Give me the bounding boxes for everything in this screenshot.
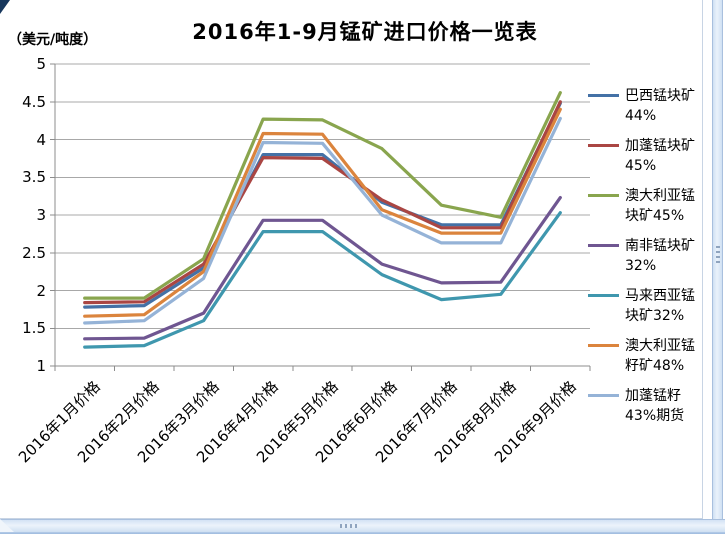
legend-label-line: 澳大利亚锰: [625, 188, 695, 204]
legend-label-line: 澳大利亚锰: [625, 338, 695, 354]
legend-line-swatch: [588, 244, 619, 247]
legend-item-gabon-lump-45: 加蓬锰块矿 45%: [588, 136, 724, 176]
legend-label-line: 44%: [625, 108, 657, 124]
legend-label: 马来西亚锰块矿32%: [625, 286, 695, 326]
legend-line-swatch: [588, 144, 619, 147]
legend-line-swatch: [588, 294, 619, 297]
legend: 巴西锰块矿 44% 加蓬锰块矿 45% 澳大利亚锰 块矿45% 南非锰块矿 32% 马来西亚锰块…: [588, 86, 724, 436]
horizontal-scrollbar[interactable]: [0, 519, 725, 532]
legend-label-line: 43%期货: [625, 408, 685, 424]
y-tick-label: 4.5: [22, 92, 46, 111]
y-tick-label: 5: [36, 55, 46, 73]
y-tick-label: 3: [36, 206, 46, 224]
legend-label: 澳大利亚锰块矿45%: [625, 186, 695, 226]
series-line-australia-lump-45: [83, 91, 562, 300]
legend-line-swatch: [588, 344, 619, 347]
series-line-gabon-lump-45: [83, 100, 562, 305]
legend-label: 巴西锰块矿 44%: [625, 86, 695, 126]
legend-item-gabon-fines-43-futures: 加蓬锰籽 43%期货: [588, 386, 724, 426]
legend-label-line: 块矿32%: [625, 308, 685, 324]
grip-dots-vertical-icon[interactable]: [716, 246, 720, 266]
chart-plot-svg: [50, 63, 591, 371]
legend-label-line: 籽矿48%: [625, 358, 685, 374]
legend-label-line: 45%: [625, 158, 657, 174]
legend-label-line: 南非锰块矿: [625, 238, 695, 254]
y-tick-label: 4: [36, 130, 46, 149]
legend-line-swatch: [588, 194, 619, 197]
legend-item-south-africa-lump-32: 南非锰块矿 32%: [588, 236, 724, 276]
legend-label-line: 加蓬锰籽: [625, 388, 681, 404]
chart: （美元/吨度） 2016年1-9月锰矿进口价格一览表 5 4.5 4 3.5 3 2.5 2…: [0, 0, 703, 519]
window-bottom-edge: [0, 532, 725, 534]
y-tick-label: 2.5: [22, 243, 46, 262]
series-line-malaysia-lump-32: [83, 211, 562, 349]
series-line-brazil-lump-44: [83, 101, 562, 309]
legend-label-line: 加蓬锰块矿: [625, 138, 695, 154]
grip-dots-horizontal-icon[interactable]: [340, 524, 357, 528]
y-tick-label: 1.5: [22, 319, 46, 338]
series-line-gabon-fines-43-futures: [83, 116, 562, 325]
legend-label-line: 32%: [625, 258, 657, 274]
legend-label: 加蓬锰块矿 45%: [625, 136, 695, 176]
scrollbar-end-triangle: [0, 519, 14, 532]
y-axis-unit-label: （美元/吨度）: [8, 32, 98, 48]
y-tick-label: 2: [36, 281, 46, 300]
legend-label: 澳大利亚锰籽矿48%: [625, 336, 695, 376]
legend-item-malaysia-lump-32: 马来西亚锰块矿32%: [588, 286, 724, 326]
series-line-australia-fines-48: [83, 107, 562, 318]
legend-item-australia-fines-48: 澳大利亚锰籽矿48%: [588, 336, 724, 376]
legend-label: 加蓬锰籽 43%期货: [625, 386, 684, 426]
legend-label-line: 马来西亚锰: [625, 288, 695, 304]
legend-item-australia-lump-45: 澳大利亚锰块矿45%: [588, 186, 724, 226]
chart-title: 2016年1-9月锰矿进口价格一览表: [192, 20, 538, 44]
legend-item-brazil-lump-44: 巴西锰块矿 44%: [588, 86, 724, 126]
legend-line-swatch: [588, 394, 619, 397]
legend-label-line: 巴西锰块矿: [625, 88, 695, 104]
y-tick-label: 3.5: [22, 168, 46, 187]
vertical-scrollbar[interactable]: [712, 0, 723, 519]
y-tick-label: 1: [36, 357, 46, 375]
series-line-south-africa-lump-32: [83, 196, 562, 341]
corner-triangle-icon: [0, 0, 10, 14]
legend-label-line: 块矿45%: [625, 208, 685, 224]
legend-line-swatch: [588, 94, 619, 97]
legend-label: 南非锰块矿 32%: [625, 236, 695, 276]
